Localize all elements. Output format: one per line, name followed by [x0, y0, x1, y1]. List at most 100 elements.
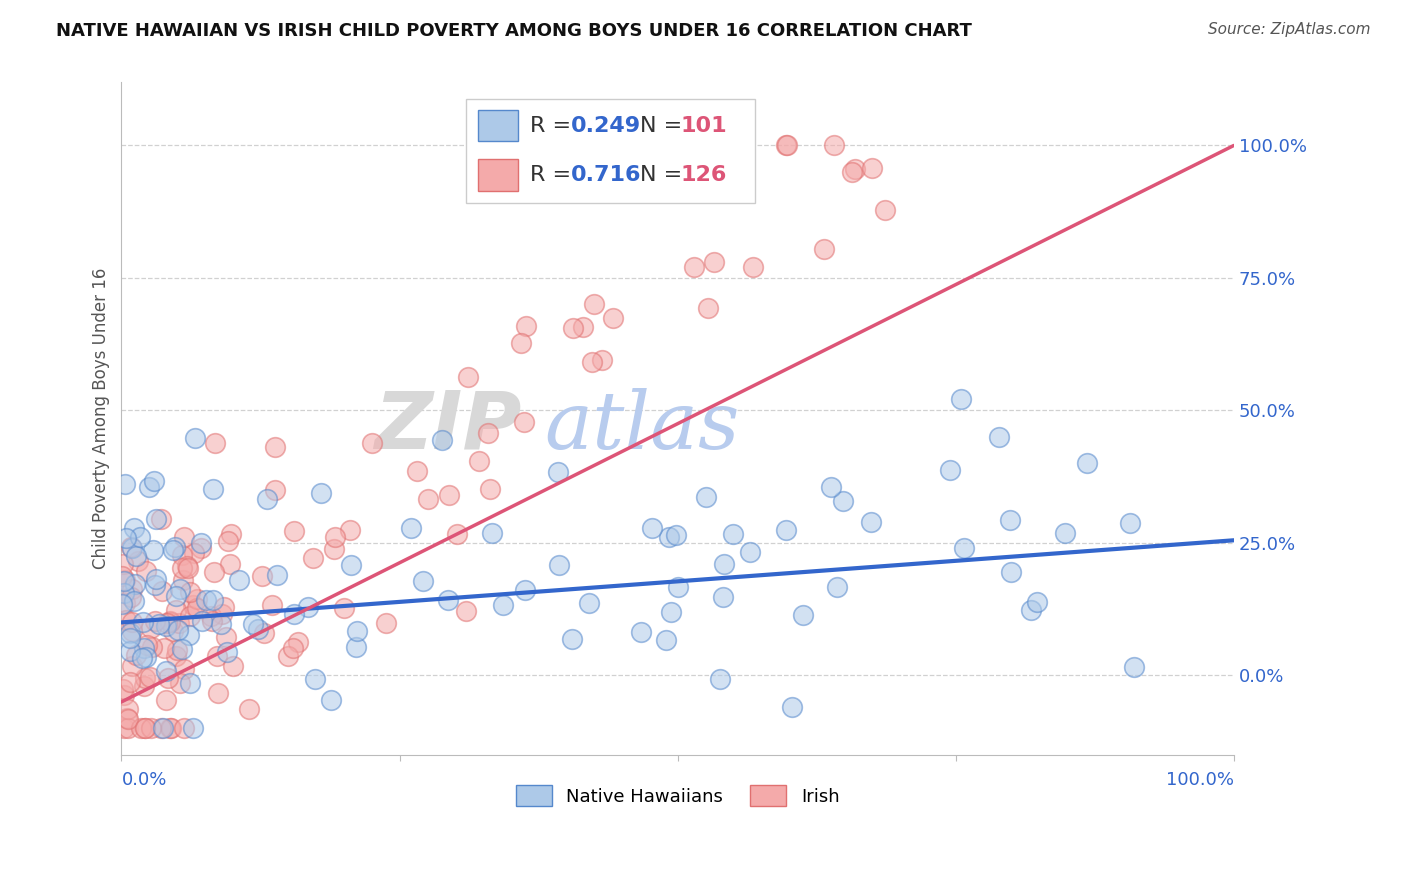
Point: [118, 644, 141, 658]
Point: [436, 593, 458, 607]
Point: [1054, 526, 1077, 541]
Point: [145, 572, 167, 586]
Y-axis label: Child Poverty Among Boys Under 16: Child Poverty Among Boys Under 16: [93, 268, 110, 569]
Text: Source: ZipAtlas.com: Source: ZipAtlas.com: [1208, 22, 1371, 37]
Point: [121, 615, 143, 629]
Point: [117, 702, 139, 716]
Point: [179, 676, 201, 690]
Point: [134, 722, 156, 736]
Point: [122, 594, 145, 608]
Point: [202, 565, 225, 579]
Point: [571, 320, 593, 334]
Point: [860, 161, 883, 175]
Point: [111, 681, 134, 696]
Point: [860, 515, 883, 529]
Point: [283, 607, 305, 621]
Point: [217, 534, 239, 549]
Point: [118, 632, 141, 646]
Point: [713, 557, 735, 571]
Point: [165, 589, 187, 603]
Point: [875, 202, 897, 217]
Point: [134, 671, 156, 685]
Point: [167, 616, 190, 631]
Point: [112, 688, 135, 702]
Point: [149, 721, 172, 735]
Point: [148, 616, 170, 631]
Text: 100.0%: 100.0%: [1166, 771, 1234, 789]
Point: [813, 242, 835, 256]
Point: [186, 592, 208, 607]
Point: [152, 722, 174, 736]
Point: [125, 549, 148, 564]
Point: [711, 590, 734, 604]
Point: [375, 615, 398, 630]
Point: [114, 586, 136, 600]
Point: [145, 512, 167, 526]
Point: [1123, 660, 1146, 674]
Point: [138, 480, 160, 494]
Point: [153, 641, 176, 656]
Point: [177, 560, 200, 574]
Point: [207, 685, 229, 699]
Point: [702, 254, 724, 268]
Point: [172, 548, 194, 562]
Point: [218, 558, 240, 572]
Point: [406, 464, 429, 478]
Point: [191, 614, 214, 628]
Point: [323, 531, 346, 545]
Point: [319, 692, 342, 706]
Point: [655, 633, 678, 648]
Point: [246, 622, 269, 636]
Point: [135, 564, 157, 578]
Point: [169, 676, 191, 690]
Point: [323, 541, 346, 556]
Point: [184, 432, 207, 446]
Point: [110, 598, 132, 612]
Point: [129, 529, 152, 543]
Point: [939, 463, 962, 477]
Point: [697, 301, 720, 315]
Point: [121, 590, 143, 604]
Point: [332, 601, 354, 615]
Point: [169, 582, 191, 596]
Point: [630, 625, 652, 640]
Point: [562, 320, 585, 334]
Point: [117, 712, 139, 726]
Point: [132, 615, 155, 629]
Point: [264, 483, 287, 497]
Point: [135, 650, 157, 665]
Point: [775, 523, 797, 537]
Point: [112, 574, 135, 589]
Point: [682, 260, 704, 274]
Point: [143, 578, 166, 592]
Point: [142, 474, 165, 488]
Point: [344, 640, 367, 655]
Point: [825, 580, 848, 594]
Point: [430, 434, 453, 448]
Point: [114, 573, 136, 587]
Point: [775, 138, 797, 153]
Point: [136, 638, 159, 652]
Point: [125, 648, 148, 662]
Point: [170, 642, 193, 657]
Point: [114, 613, 136, 627]
Point: [200, 609, 222, 624]
Point: [132, 641, 155, 656]
Point: [952, 541, 974, 555]
Point: [709, 673, 731, 687]
Point: [159, 722, 181, 736]
Point: [304, 672, 326, 686]
Point: [515, 318, 537, 333]
Point: [823, 138, 845, 153]
Point: [721, 527, 744, 541]
Point: [112, 557, 135, 571]
Point: [492, 599, 515, 613]
Point: [361, 436, 384, 450]
Point: [195, 593, 218, 607]
Point: [131, 651, 153, 665]
Point: [121, 659, 143, 673]
Point: [215, 630, 238, 644]
Point: [741, 260, 763, 274]
Point: [740, 545, 762, 559]
Point: [468, 453, 491, 467]
